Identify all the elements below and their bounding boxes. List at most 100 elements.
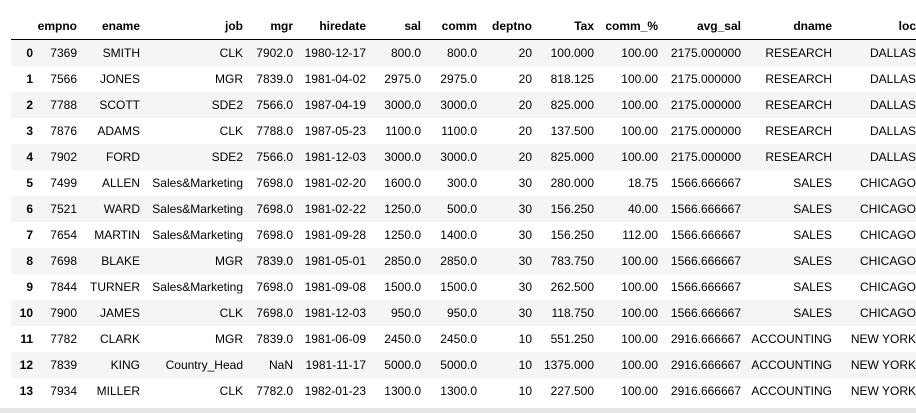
column-header-hiredate: hiredate bbox=[293, 14, 366, 40]
cell-avg-sal: 2175.000000 bbox=[670, 124, 741, 138]
cell-deptno: 30 bbox=[518, 202, 532, 216]
cell-avg-sal: 2175.000000 bbox=[670, 150, 741, 164]
cell-tax: 156.250 bbox=[550, 228, 594, 242]
cell-empno: 7839 bbox=[50, 358, 77, 372]
cell-dname: RESEARCH bbox=[765, 72, 832, 86]
cell-avg-sal: 2175.000000 bbox=[670, 72, 741, 86]
cell-comm: 3000.0 bbox=[440, 98, 477, 112]
cell-empno: 7934 bbox=[50, 384, 77, 398]
cell-job: Sales&Marketing bbox=[152, 280, 243, 294]
cell-empno: 7521 bbox=[50, 202, 77, 216]
cell-comm: 800.0 bbox=[446, 46, 477, 60]
cell-tax: 227.500 bbox=[550, 384, 594, 398]
cell-avg-sal: 1566.666667 bbox=[670, 254, 741, 268]
cell-tax: 137.500 bbox=[550, 124, 594, 138]
cell-job: SDE2 bbox=[211, 150, 243, 164]
table-row: 2 7788 SCOTT SDE2 7566.0 1987-04-19 3000.0 3000… bbox=[11, 92, 916, 118]
cell-comm: 1100.0 bbox=[441, 124, 477, 138]
table-row: 9 7844 TURNER Sales&Marketing 7698.0 1981-09-… bbox=[11, 274, 916, 300]
table-header-row: empno ename job mgr hiredate sal comm deptno Tax… bbox=[11, 14, 916, 40]
cell-mgr: 7788.0 bbox=[256, 124, 293, 138]
column-header-comm: comm bbox=[421, 14, 477, 40]
cell-deptno: 20 bbox=[518, 124, 532, 138]
dataframe-output: empno ename job mgr hiredate sal comm deptno Tax… bbox=[0, 14, 916, 404]
cell-hiredate: 1981-11-17 bbox=[305, 358, 367, 372]
cell-ename: MARTIN bbox=[94, 228, 140, 242]
cell-ename: JAMES bbox=[99, 306, 140, 320]
cell-dname: RESEARCH bbox=[765, 150, 832, 164]
cell-comm-pct: 100.00 bbox=[621, 254, 658, 268]
horizontal-scrollbar[interactable] bbox=[0, 408, 916, 413]
row-index: 8 bbox=[26, 254, 33, 268]
cell-comm-pct: 100.00 bbox=[621, 124, 658, 138]
cell-loc: CHICAGO bbox=[859, 280, 916, 294]
column-header-job: job bbox=[140, 14, 243, 40]
cell-loc: NEW YORK bbox=[850, 384, 916, 398]
cell-mgr: 7902.0 bbox=[256, 46, 293, 60]
cell-hiredate: 1981-02-20 bbox=[304, 176, 366, 190]
cell-sal: 1250.0 bbox=[384, 228, 421, 242]
cell-comm: 1500.0 bbox=[440, 280, 477, 294]
cell-hiredate: 1981-12-03 bbox=[304, 150, 366, 164]
cell-sal: 1100.0 bbox=[385, 124, 421, 138]
column-header-empno: empno bbox=[33, 14, 77, 40]
cell-empno: 7902 bbox=[50, 150, 77, 164]
column-header-comm-pct: comm_% bbox=[594, 14, 658, 40]
cell-comm-pct: 100.00 bbox=[621, 46, 658, 60]
cell-avg-sal: 1566.666667 bbox=[670, 176, 741, 190]
cell-ename: MILLER bbox=[96, 384, 140, 398]
cell-deptno: 20 bbox=[518, 98, 532, 112]
cell-comm: 2850.0 bbox=[440, 254, 477, 268]
table-row: 3 7876 ADAMS CLK 7788.0 1987-05-23 1100.0 1100.… bbox=[11, 118, 916, 144]
row-index: 4 bbox=[26, 150, 33, 164]
cell-loc: DALLAS bbox=[869, 98, 916, 112]
cell-ename: TURNER bbox=[90, 280, 140, 294]
cell-deptno: 20 bbox=[518, 46, 532, 60]
cell-comm: 5000.0 bbox=[440, 358, 477, 372]
cell-tax: 783.750 bbox=[550, 254, 594, 268]
cell-tax: 262.500 bbox=[550, 280, 594, 294]
cell-empno: 7876 bbox=[50, 124, 77, 138]
cell-sal: 1500.0 bbox=[384, 280, 421, 294]
row-index: 1 bbox=[26, 72, 33, 86]
cell-tax: 825.000 bbox=[550, 150, 594, 164]
cell-comm-pct: 100.00 bbox=[621, 98, 658, 112]
cell-tax: 551.250 bbox=[550, 332, 594, 346]
cell-dname: RESEARCH bbox=[765, 98, 832, 112]
cell-loc: CHICAGO bbox=[859, 202, 916, 216]
cell-loc: CHICAGO bbox=[859, 176, 916, 190]
table-row: 11 7782 CLARK MGR 7839.0 1981-06-09 2450.0 2450… bbox=[11, 326, 916, 352]
cell-hiredate: 1981-02-22 bbox=[304, 202, 366, 216]
cell-deptno: 30 bbox=[518, 254, 532, 268]
cell-comm-pct: 100.00 bbox=[621, 150, 658, 164]
cell-empno: 7844 bbox=[50, 280, 77, 294]
cell-empno: 7782 bbox=[50, 332, 77, 346]
row-index: 0 bbox=[26, 46, 33, 60]
cell-deptno: 30 bbox=[518, 228, 532, 242]
cell-deptno: 10 bbox=[518, 384, 532, 398]
cell-job: MGR bbox=[215, 332, 243, 346]
cell-loc: DALLAS bbox=[869, 72, 916, 86]
cell-comm: 1400.0 bbox=[440, 228, 477, 242]
cell-loc: CHICAGO bbox=[859, 306, 916, 320]
table-row: 8 7698 BLAKE MGR 7839.0 1981-05-01 2850.0 2850.… bbox=[11, 248, 916, 274]
cell-comm: 300.0 bbox=[446, 176, 477, 190]
table-row: 12 7839 KING Country_Head NaN 1981-11-17 5000.… bbox=[11, 352, 916, 378]
column-header-ename: ename bbox=[77, 14, 140, 40]
cell-ename: CLARK bbox=[99, 332, 140, 346]
cell-tax: 156.250 bbox=[550, 202, 594, 216]
cell-avg-sal: 1566.666667 bbox=[670, 280, 741, 294]
cell-avg-sal: 1566.666667 bbox=[670, 228, 741, 242]
cell-hiredate: 1981-09-08 bbox=[304, 280, 366, 294]
cell-job: Sales&Marketing bbox=[152, 176, 243, 190]
cell-comm-pct: 40.00 bbox=[627, 202, 658, 216]
row-index: 3 bbox=[26, 124, 33, 138]
cell-dname: RESEARCH bbox=[765, 124, 832, 138]
cell-mgr: 7698.0 bbox=[256, 280, 293, 294]
cell-job: CLK bbox=[219, 384, 243, 398]
cell-dname: ACCOUNTING bbox=[751, 384, 832, 398]
row-index: 11 bbox=[20, 332, 33, 346]
cell-tax: 280.000 bbox=[550, 176, 594, 190]
cell-comm: 2975.0 bbox=[440, 72, 477, 86]
cell-comm-pct: 100.00 bbox=[621, 280, 658, 294]
